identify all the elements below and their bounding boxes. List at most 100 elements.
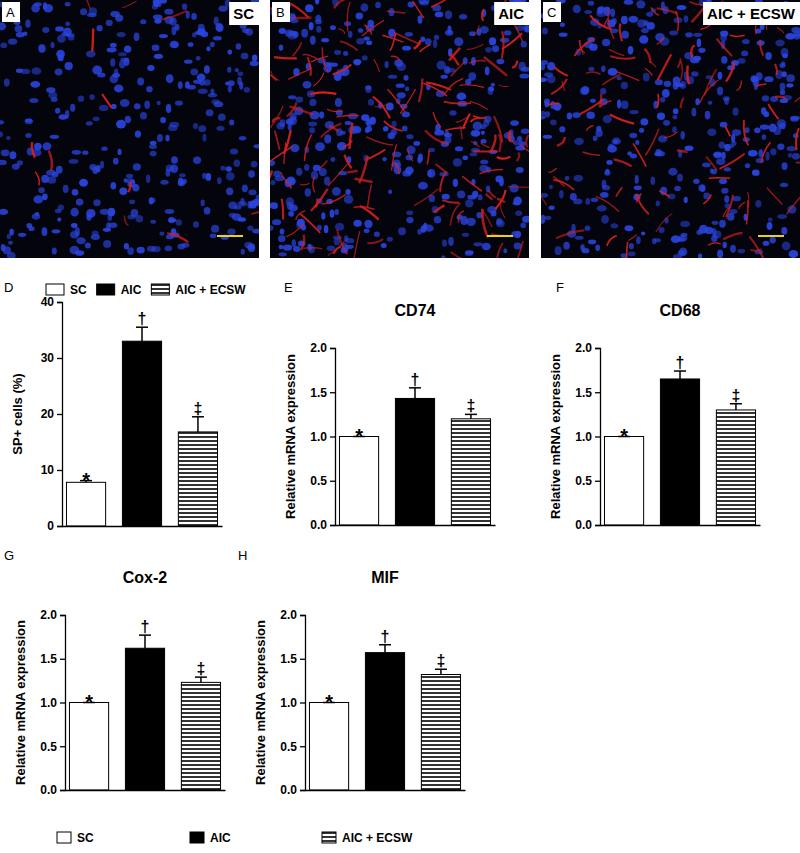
fiber <box>313 176 315 192</box>
y-tick-mark <box>57 302 62 303</box>
nucleus <box>386 102 394 110</box>
nucleus <box>456 93 466 101</box>
fiber <box>270 69 277 80</box>
nucleus <box>447 25 451 34</box>
nucleus <box>210 42 215 48</box>
nucleus <box>279 119 285 127</box>
nucleus <box>42 227 48 236</box>
nucleus <box>641 231 645 235</box>
nucleus <box>792 153 800 160</box>
fiber <box>750 249 761 251</box>
nucleus <box>31 67 41 74</box>
nucleus <box>25 118 33 124</box>
nucleus <box>210 234 217 239</box>
legend-label: AIC + ECSW <box>175 283 246 297</box>
chart-title: CD74 <box>395 302 436 319</box>
nucleus <box>550 120 556 126</box>
nucleus <box>639 35 648 44</box>
nucleus <box>549 185 553 189</box>
nucleus <box>724 195 729 203</box>
y-tick-label: 0.5 <box>40 740 57 754</box>
nucleus <box>20 69 30 74</box>
nucleus <box>42 27 49 33</box>
legend-swatch <box>151 284 169 295</box>
nucleus <box>52 229 61 233</box>
y-tick-label: 2.0 <box>40 608 57 622</box>
nucleus <box>114 69 118 77</box>
nucleus <box>311 171 318 180</box>
nucleus <box>762 134 767 140</box>
nucleus <box>304 164 309 171</box>
fiber <box>420 45 431 52</box>
y-tick-mark <box>330 436 335 437</box>
nucleus <box>650 176 655 185</box>
nucleus <box>541 60 548 65</box>
nucleus <box>730 245 736 253</box>
fiber <box>473 25 479 35</box>
fiber <box>419 78 423 102</box>
nucleus <box>147 65 154 71</box>
nucleus <box>717 250 723 258</box>
nucleus <box>86 209 95 218</box>
nucleus <box>455 146 463 151</box>
legend-label: SC <box>77 831 94 845</box>
fiber <box>703 194 711 204</box>
fiber <box>290 3 308 17</box>
nucleus <box>76 199 84 206</box>
image-label: SC <box>233 5 254 22</box>
nucleus <box>97 25 103 31</box>
nucleus <box>248 190 256 196</box>
fiber <box>726 62 734 81</box>
fiber <box>347 171 357 173</box>
nucleus <box>489 37 496 45</box>
y-tick: 0 <box>47 519 62 533</box>
nucleus <box>658 135 667 142</box>
fiber <box>413 1 424 18</box>
y-axis: 010203040 <box>41 295 63 533</box>
panel-letter-box <box>543 2 561 22</box>
nucleus <box>346 189 351 195</box>
nucleus <box>153 0 160 6</box>
nucleus <box>639 128 644 133</box>
nucleus <box>225 81 230 85</box>
nucleus <box>124 45 131 52</box>
error-bar-stem <box>144 635 146 648</box>
nucleus <box>46 87 55 93</box>
legend-swatch <box>97 284 115 295</box>
fiber <box>360 206 379 220</box>
fiber <box>436 164 446 172</box>
fiber <box>281 172 288 184</box>
fiber <box>91 29 94 52</box>
nucleus <box>752 170 760 176</box>
nucleus <box>356 38 364 45</box>
nucleus <box>636 0 645 8</box>
x-axis-line <box>336 525 496 526</box>
nucleus <box>229 119 234 125</box>
y-tick-label: 10 <box>41 463 55 477</box>
nucleus <box>179 173 185 177</box>
nucleus <box>365 86 371 93</box>
nucleus <box>627 151 632 156</box>
fiber <box>760 40 763 56</box>
nucleus <box>541 78 547 83</box>
nucleus <box>309 127 315 133</box>
nucleus <box>786 146 796 151</box>
error-bar <box>192 417 204 432</box>
nucleus <box>423 223 427 230</box>
nucleus <box>65 2 71 6</box>
nucleus <box>353 220 361 227</box>
fiber <box>645 68 652 75</box>
fiber <box>499 85 508 87</box>
fiber <box>607 236 617 246</box>
nucleus <box>719 220 726 228</box>
nucleus <box>496 59 504 64</box>
nucleus <box>193 221 199 227</box>
nucleus <box>406 217 413 223</box>
fiber <box>497 243 503 258</box>
nucleus <box>110 43 117 48</box>
error-bar <box>136 327 148 341</box>
fiber <box>462 176 482 191</box>
nucleus <box>589 44 597 51</box>
panel-letter: G <box>4 548 14 563</box>
nucleus <box>697 39 702 48</box>
